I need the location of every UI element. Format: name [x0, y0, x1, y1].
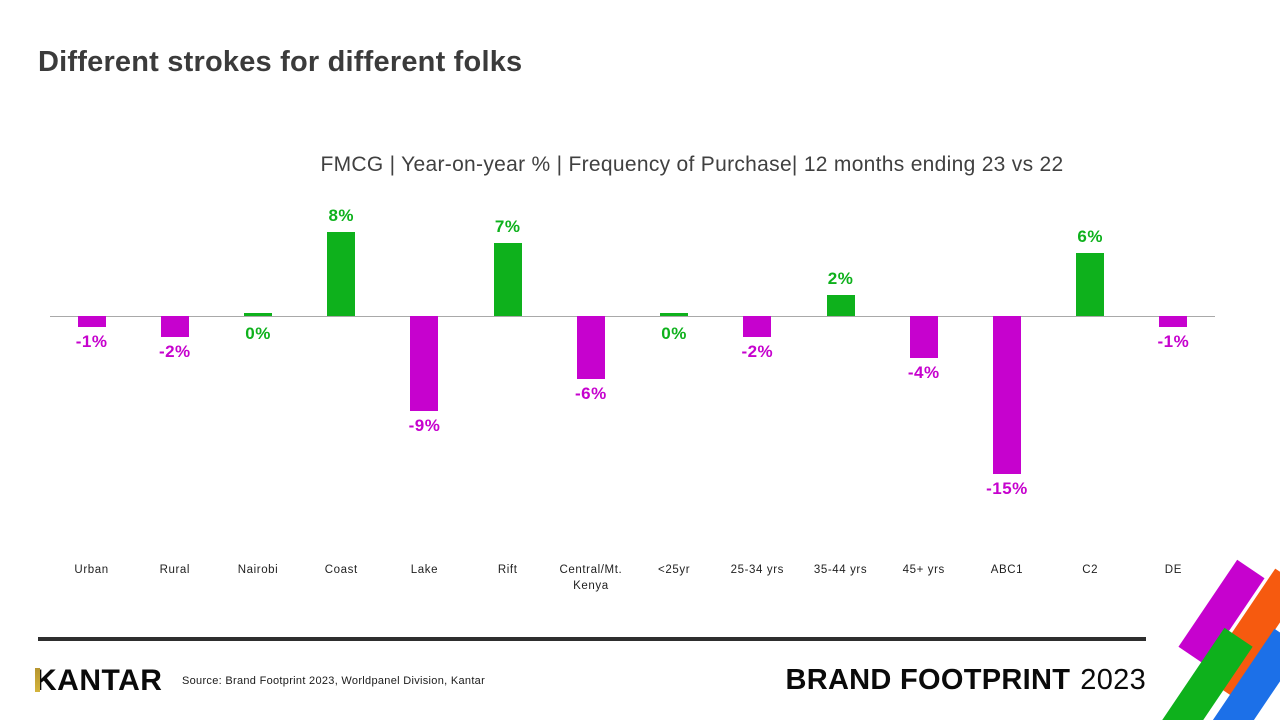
value-label-45-yrs: -4% [907, 363, 940, 382]
footer-divider [38, 637, 1146, 641]
brand-footprint-year: 2023 [1080, 664, 1146, 696]
category-label-45-yrs: 45+ yrs [902, 564, 945, 576]
value-label-central-mt-kenya: -6% [575, 384, 607, 403]
bar-25yr [660, 313, 689, 316]
category-label-25-34-yrs: 25-34 yrs [730, 564, 784, 576]
bar-25-34-yrs [743, 316, 772, 337]
x-axis-line [50, 316, 1215, 317]
kantar-gold-bar [35, 668, 40, 692]
category-label-de: DE [1164, 564, 1182, 576]
value-label-rift: 7% [494, 216, 521, 236]
category-label-urban: Urban [74, 564, 109, 576]
bar-45-yrs [909, 316, 938, 358]
value-label-nairobi: 0% [245, 324, 271, 343]
bar-rift [493, 242, 522, 316]
source-text: Source: Brand Footprint 2023, Worldpanel… [182, 675, 486, 687]
brand-footprint-bold: BRAND FOOTPRINT [785, 664, 1071, 696]
bar-central-mt-kenya [576, 316, 605, 379]
category-label-nairobi: Nairobi [237, 564, 279, 576]
kantar-logo-text: KANTAR [35, 664, 163, 697]
bar-urban [77, 316, 106, 327]
category-label-35-44-yrs: 35-44 yrs [813, 564, 868, 576]
bar-abc1 [992, 316, 1021, 474]
bar-c2 [1076, 253, 1105, 316]
category-label-abc1: ABC1 [990, 564, 1024, 576]
value-label-coast: 8% [328, 206, 355, 225]
category-label-coast: Coast [324, 564, 358, 576]
chart-title: FMCG | Year-on-year % | Frequency of Pur… [320, 153, 1064, 176]
bar-chart: FMCG | Year-on-year % | Frequency of Pur… [50, 140, 1215, 610]
category-label-c2: C2 [1082, 564, 1099, 576]
value-label-25-34-yrs: -2% [741, 342, 774, 361]
kantar-logo: KANTAR [35, 664, 162, 698]
corner-decoration [1140, 555, 1280, 720]
value-label-25yr: 0% [661, 324, 687, 343]
value-label-rural: -2% [158, 342, 191, 361]
value-label-de: -1% [1157, 331, 1190, 351]
bar-35-44-yrs [826, 295, 855, 316]
category-label-25yr: <25yr [658, 564, 691, 576]
slide-title: Different strokes for different folks [38, 46, 523, 78]
category-label-rift: Rift [497, 564, 518, 576]
category-label-central-mt-kenya: Central/Mt. Kenya [559, 564, 623, 592]
bar-nairobi [244, 313, 273, 316]
brand-footprint-title: BRAND FOOTPRINT 2023 [785, 664, 1146, 697]
bar-lake [410, 316, 439, 411]
bar-de [1159, 316, 1188, 327]
category-label-rural: Rural [159, 564, 191, 576]
bar-rural [160, 316, 189, 337]
bar-coast [327, 232, 356, 316]
value-label-urban: -1% [75, 331, 108, 351]
category-label-lake: Lake [410, 564, 439, 576]
value-label-lake: -9% [408, 415, 441, 435]
value-label-c2: 6% [1077, 227, 1103, 246]
value-label-35-44-yrs: 2% [827, 269, 854, 288]
value-label-abc1: -15% [986, 478, 1028, 498]
